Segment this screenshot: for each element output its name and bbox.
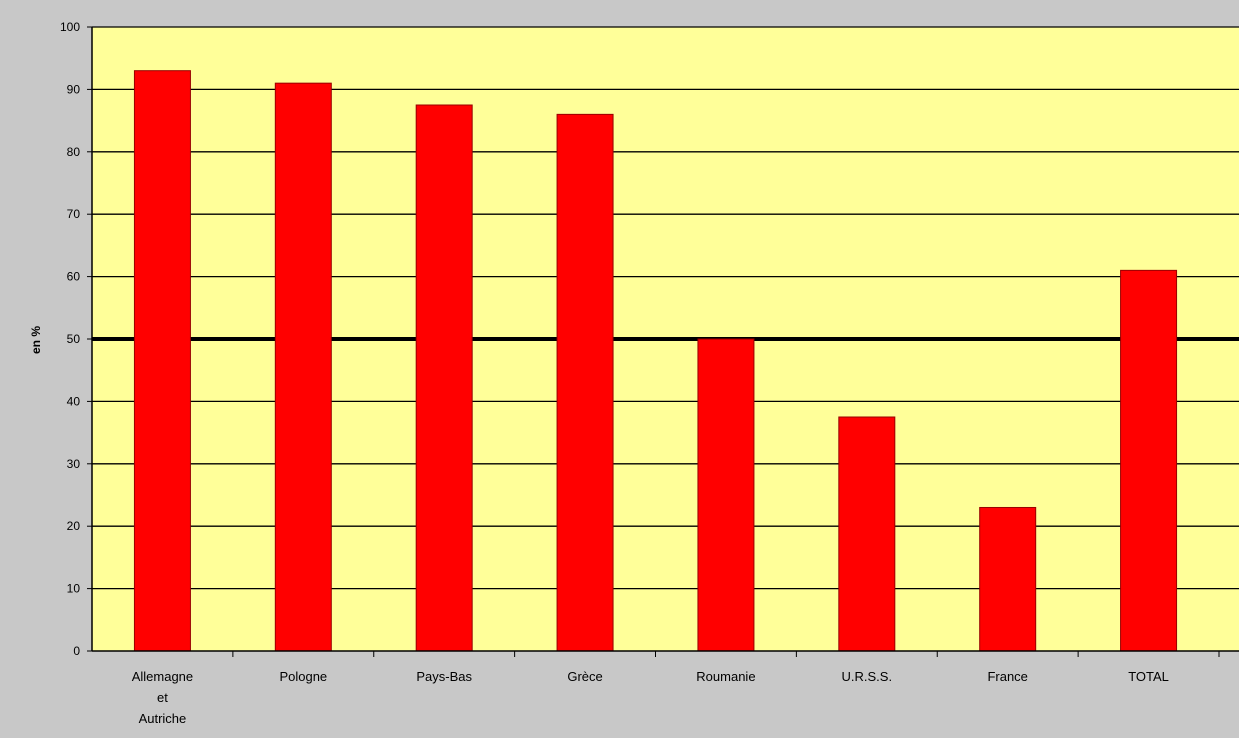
y-tick-label: 10	[67, 582, 81, 596]
bar	[697, 338, 755, 652]
x-tick-label: Allemagne	[132, 669, 193, 684]
y-tick-label: 20	[67, 519, 81, 533]
bar	[133, 70, 191, 652]
bar	[415, 104, 473, 652]
bar	[274, 82, 332, 652]
bars	[133, 70, 1178, 652]
x-tick-label: Grèce	[567, 669, 602, 684]
x-tick-labels: Allemagne et Autriche Pologne Pays-Bas Grèce R…	[132, 669, 1169, 726]
y-tick-label: 30	[67, 457, 81, 471]
y-tick-label: 50	[67, 332, 81, 346]
y-tick-label: 90	[67, 82, 81, 96]
y-tick-label: 60	[67, 270, 81, 284]
x-tick-label: U.R.S.S.	[842, 669, 893, 684]
x-tick-label: France	[987, 669, 1027, 684]
bar	[556, 113, 614, 652]
y-tick-label: 100	[60, 20, 80, 34]
x-tick-label: TOTAL	[1128, 669, 1169, 684]
y-tick-labels: 0 10 20 30 40 50 60 70 80 90 100	[60, 20, 80, 658]
y-tick-label: 0	[73, 644, 80, 658]
x-tick-label: Roumanie	[696, 669, 755, 684]
bar	[838, 416, 896, 652]
x-tick-label: Pologne	[279, 669, 327, 684]
x-tick-label: Autriche	[139, 711, 187, 726]
y-axis-label: en %	[29, 326, 43, 354]
bar	[1120, 269, 1178, 652]
bar	[979, 506, 1037, 652]
x-tick-label: Pays-Bas	[416, 669, 472, 684]
y-tick-label: 70	[67, 207, 81, 221]
x-tick-label: et	[157, 690, 168, 705]
axes	[87, 26, 1239, 657]
y-tick-label: 40	[67, 394, 81, 408]
y-tick-label: 80	[67, 145, 81, 159]
